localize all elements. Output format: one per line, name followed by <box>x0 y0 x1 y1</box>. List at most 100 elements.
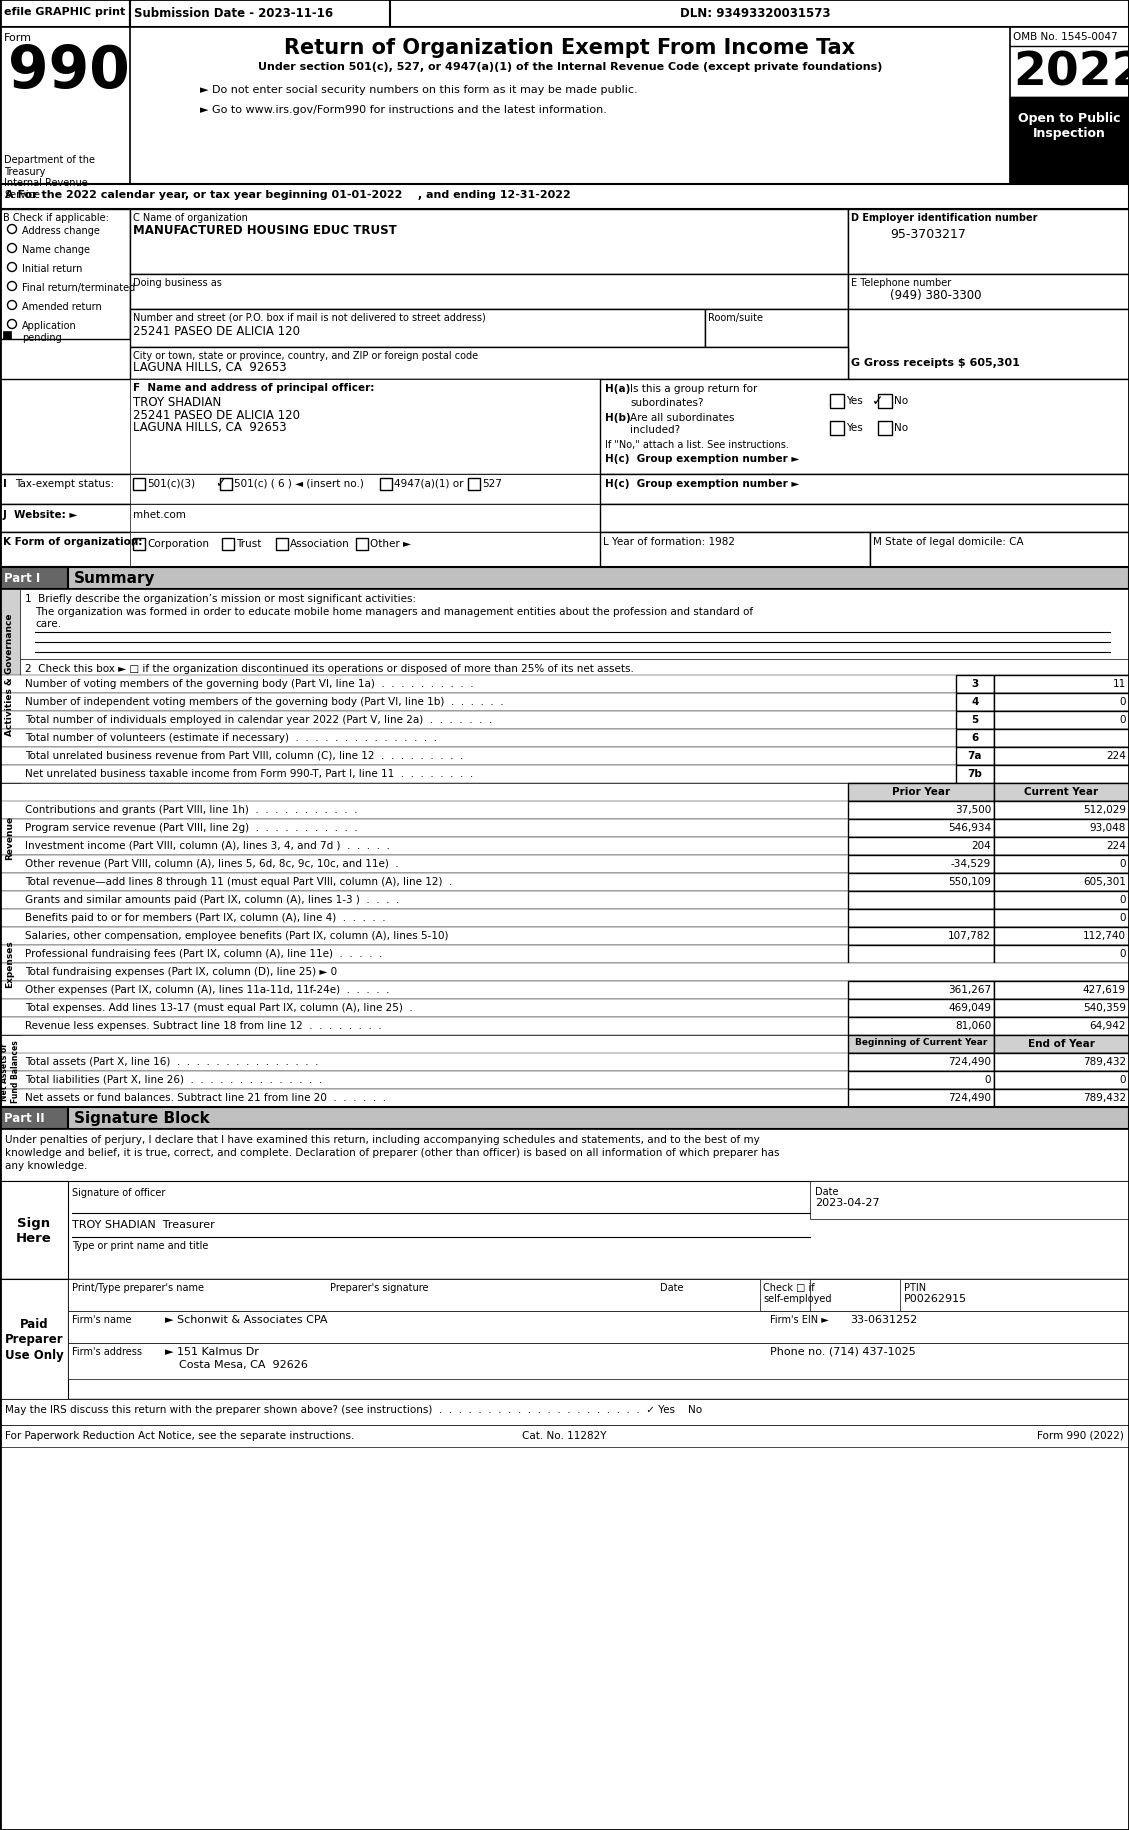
Bar <box>599 533 870 567</box>
Bar <box>0 765 1129 783</box>
Text: 789,432: 789,432 <box>1083 1093 1126 1102</box>
Text: care.: care. <box>35 619 61 630</box>
Text: No: No <box>894 395 908 406</box>
Bar <box>130 474 599 505</box>
Text: OMB No. 1545-0047: OMB No. 1545-0047 <box>1013 31 1118 42</box>
Bar <box>0 783 20 891</box>
Text: Net Assets or
Fund Balances: Net Assets or Fund Balances <box>0 1039 19 1103</box>
Bar <box>848 946 994 963</box>
Text: M State of legal domicile: CA: M State of legal domicile: CA <box>873 536 1024 547</box>
Text: 990: 990 <box>8 42 130 101</box>
Bar <box>0 981 1129 999</box>
Text: Address change: Address change <box>21 225 99 236</box>
Text: Prior Year: Prior Year <box>892 787 951 796</box>
Bar <box>155 1314 160 1325</box>
Text: Signature of officer: Signature of officer <box>72 1188 165 1197</box>
Text: ✓: ✓ <box>872 393 884 408</box>
Text: 224: 224 <box>1106 840 1126 851</box>
Bar <box>599 505 1129 533</box>
Text: TROY SHADIAN  Treasurer: TROY SHADIAN Treasurer <box>72 1219 215 1230</box>
Text: 112,740: 112,740 <box>1083 930 1126 941</box>
Text: Application
pending: Application pending <box>21 320 77 342</box>
Text: Grants and similar amounts paid (Part IX, column (A), lines 1-3 )  .  .  .  .: Grants and similar amounts paid (Part IX… <box>25 895 400 904</box>
Bar <box>1010 27 1129 185</box>
Text: 546,934: 546,934 <box>948 822 991 833</box>
Text: 724,490: 724,490 <box>948 1056 991 1067</box>
Text: Revenue: Revenue <box>6 816 15 860</box>
Bar <box>0 210 130 340</box>
Bar <box>848 981 994 999</box>
Text: ✓: ✓ <box>215 478 226 490</box>
Text: ✓: ✓ <box>129 536 140 549</box>
Bar <box>0 802 1129 820</box>
Text: Professional fundraising fees (Part IX, column (A), line 11e)  .  .  .  .  .: Professional fundraising fees (Part IX, … <box>25 948 383 959</box>
Text: Firm's address: Firm's address <box>72 1347 142 1356</box>
Bar <box>994 928 1129 946</box>
Bar <box>956 694 994 712</box>
Bar <box>848 999 994 1017</box>
Text: 0: 0 <box>1120 697 1126 706</box>
Bar <box>68 1343 1129 1380</box>
Text: 361,267: 361,267 <box>948 985 991 994</box>
Bar <box>848 210 1129 274</box>
Bar <box>0 891 20 1036</box>
Text: 93,048: 93,048 <box>1089 822 1126 833</box>
Bar <box>956 675 994 694</box>
Bar <box>68 1312 1129 1343</box>
Text: B Check if applicable:: B Check if applicable: <box>3 212 108 223</box>
Bar <box>0 694 1129 712</box>
Text: 107,782: 107,782 <box>948 930 991 941</box>
Text: 1  Briefly describe the organization’s mission or most significant activities:: 1 Briefly describe the organization’s mi… <box>25 593 417 604</box>
Bar <box>994 765 1129 783</box>
Text: self-employed: self-employed <box>763 1294 831 1303</box>
Bar <box>68 1279 1129 1312</box>
Text: DLN: 93493320031573: DLN: 93493320031573 <box>680 7 831 20</box>
Bar <box>956 748 994 765</box>
Bar <box>222 538 234 551</box>
Bar <box>994 748 1129 765</box>
Text: 2  Check this box ► □ if the organization discontinued its operations or dispose: 2 Check this box ► □ if the organization… <box>25 664 633 673</box>
Text: Association: Association <box>290 538 350 549</box>
Text: H(c)  Group exemption number ►: H(c) Group exemption number ► <box>605 479 799 489</box>
Bar <box>0 1182 1129 1279</box>
Bar <box>0 505 599 533</box>
Bar <box>994 730 1129 748</box>
Text: Paid
Preparer
Use Only: Paid Preparer Use Only <box>5 1318 63 1362</box>
Bar <box>848 891 994 910</box>
Bar <box>994 802 1129 820</box>
Bar <box>599 381 1129 474</box>
Text: Investment income (Part VIII, column (A), lines 3, 4, and 7d )  .  .  .  .  .: Investment income (Part VIII, column (A)… <box>25 840 390 851</box>
Text: 550,109: 550,109 <box>948 877 991 886</box>
Bar <box>994 1071 1129 1089</box>
Text: 469,049: 469,049 <box>948 1003 991 1012</box>
Text: Form 990 (2022): Form 990 (2022) <box>1038 1431 1124 1440</box>
Text: 501(c)(3): 501(c)(3) <box>147 479 195 489</box>
Text: Total expenses. Add lines 13-17 (must equal Part IX, column (A), line 25)  .: Total expenses. Add lines 13-17 (must eq… <box>25 1003 413 1012</box>
Bar <box>878 395 892 408</box>
Bar <box>809 1182 1129 1219</box>
Text: 789,432: 789,432 <box>1083 1056 1126 1067</box>
Bar <box>0 891 1129 910</box>
Text: (949) 380-3300: (949) 380-3300 <box>890 289 981 302</box>
Text: Number of independent voting members of the governing body (Part VI, line 1b)  .: Number of independent voting members of … <box>25 697 504 706</box>
Bar <box>0 567 68 589</box>
Text: Department of the
Treasury
Internal Revenue
Service: Department of the Treasury Internal Reve… <box>5 156 95 199</box>
Bar <box>0 783 1129 802</box>
Text: Net unrelated business taxable income from Form 990-T, Part I, line 11  .  .  . : Net unrelated business taxable income fr… <box>25 769 473 778</box>
Text: J: J <box>3 511 7 520</box>
Bar <box>0 910 1129 928</box>
Text: 37,500: 37,500 <box>955 805 991 814</box>
Bar <box>0 1036 1129 1054</box>
Bar <box>0 999 1129 1017</box>
Text: Part II: Part II <box>5 1111 45 1124</box>
Text: subordinates?: subordinates? <box>630 397 703 408</box>
Bar <box>848 1036 994 1054</box>
Bar <box>848 1071 994 1089</box>
Text: Total liabilities (Part X, line 26)  .  .  .  .  .  .  .  .  .  .  .  .  .  .: Total liabilities (Part X, line 26) . . … <box>25 1074 322 1085</box>
Text: E Telephone number: E Telephone number <box>851 278 952 287</box>
Bar <box>994 910 1129 928</box>
Bar <box>0 474 599 505</box>
Text: Type or print name and title: Type or print name and title <box>72 1241 209 1250</box>
Text: No: No <box>894 423 908 432</box>
Text: Firm's EIN ►: Firm's EIN ► <box>770 1314 829 1325</box>
